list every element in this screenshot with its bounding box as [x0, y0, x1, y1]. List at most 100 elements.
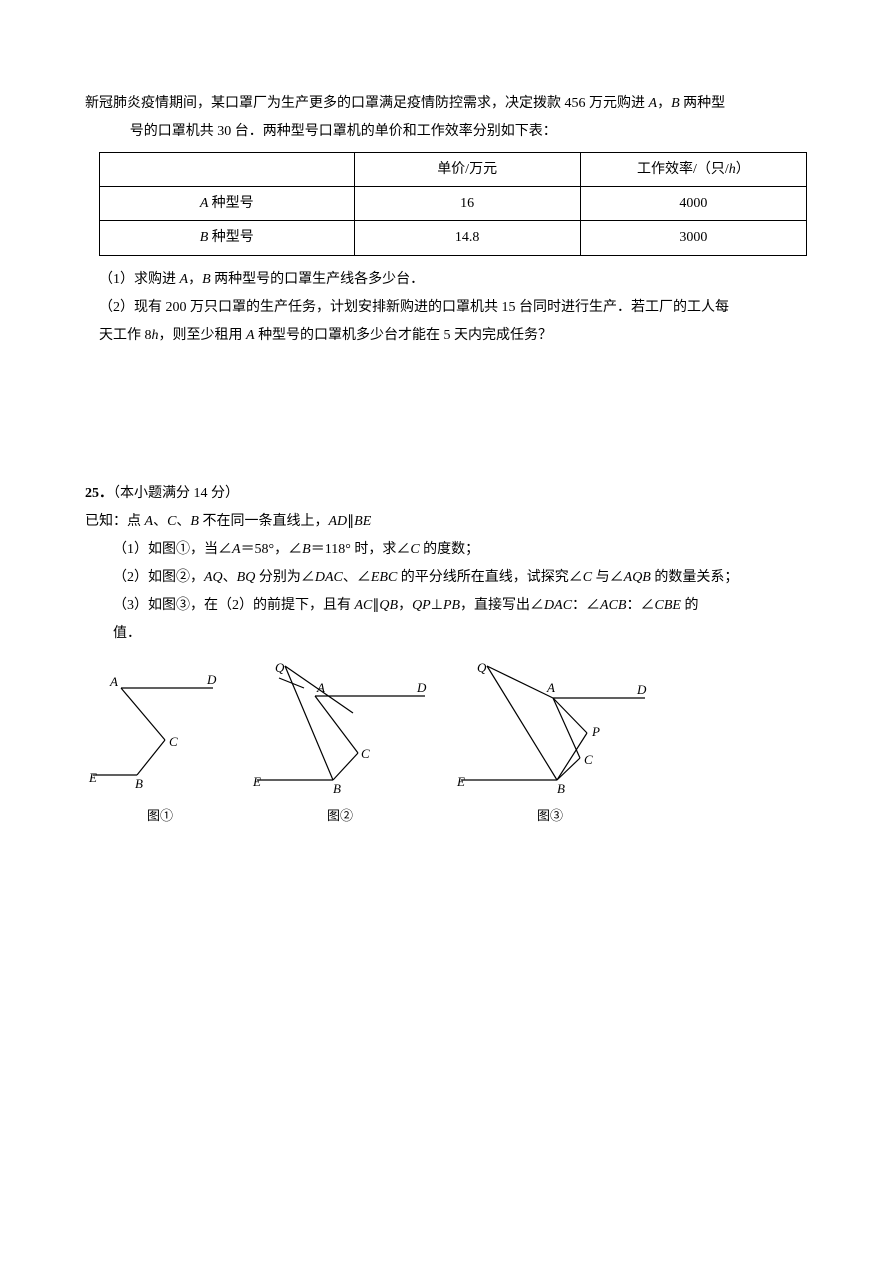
table-row: B 种型号 14.8 3000 [100, 221, 807, 255]
text: 值． [113, 626, 141, 641]
th-blank [100, 153, 355, 187]
q25-marks: （本小题满分 14 分） [113, 486, 239, 501]
var-A: A [180, 272, 189, 287]
var-AC: AC [355, 598, 373, 613]
svg-text:D: D [416, 680, 427, 695]
q24-part2a: （2）现有 200 万只口罩的生产任务，计划安排新购进的口罩机共 15 台同时进… [85, 294, 807, 322]
text: ＝118° 时，求∠ [311, 542, 411, 557]
q24-intro-line2: 号的口罩机共 30 台．两种型号口罩机的单价和工作效率分别如下表： [85, 118, 807, 146]
var-C: C [167, 514, 176, 529]
text: ：∠ [572, 598, 600, 613]
var-DAC: DAC [315, 570, 343, 585]
fig1-wrap: A D C B E 图① [85, 658, 235, 829]
q24-part1: （1）求购进 A，B 两种型号的口罩生产线各多少台． [85, 266, 807, 294]
text: ， [398, 598, 412, 613]
fig2-wrap: Q A D C B E 图② [245, 658, 435, 829]
var-QB: QB [379, 598, 398, 613]
q25-heading: 25．（本小题满分 14 分） [85, 480, 807, 508]
q24-block: 新冠肺炎疫情期间，某口罩厂为生产更多的口罩满足疫情防控需求，决定拨款 456 万… [85, 90, 807, 350]
text: ＝58°，∠ [241, 542, 303, 557]
svg-text:E: E [456, 774, 465, 789]
text: 的 [681, 598, 699, 613]
svg-text:Q: Q [477, 660, 487, 675]
cell-rowlabel: B 种型号 [100, 221, 355, 255]
fig3-wrap: Q A D P C B E 图③ [445, 658, 655, 829]
var-QP: QP [412, 598, 431, 613]
var-ACB: ACB [600, 598, 626, 613]
svg-text:P: P [591, 724, 600, 739]
text: （1）求购进 [99, 272, 180, 287]
var-A: A [145, 514, 154, 529]
q25-part2: （2）如图②，AQ、BQ 分别为∠DAC、∠EBC 的平分线所在直线，试探究∠C… [85, 564, 807, 592]
svg-text:A: A [316, 680, 325, 695]
cell-value: 3000 [580, 221, 806, 255]
th-eff: 工作效率/（只/h） [580, 153, 806, 187]
q25-part3a: （3）如图③，在（2）的前提下，且有 AC∥QB，QP⊥PB，直接写出∠DAC：… [85, 592, 807, 620]
q24-intro-line1: 新冠肺炎疫情期间，某口罩厂为生产更多的口罩满足疫情防控需求，决定拨款 456 万… [85, 90, 807, 118]
cell-value: 4000 [580, 187, 806, 221]
svg-text:B: B [557, 781, 565, 796]
svg-text:A: A [109, 674, 118, 689]
text: 已知：点 [85, 514, 145, 529]
q25-figures: A D C B E 图① [85, 658, 807, 829]
var-B: B [200, 230, 212, 245]
var-B: B [190, 514, 199, 529]
text: 、∠ [343, 570, 371, 585]
table-row: A 种型号 16 4000 [100, 187, 807, 221]
th-price: 单价/万元 [354, 153, 580, 187]
var-CBE: CBE [655, 598, 681, 613]
q24-part2b: 天工作 8h，则至少租用 A 种型号的口罩机多少台才能在 5 天内完成任务？ [85, 322, 807, 350]
var-DAC: DAC [544, 598, 572, 613]
fig1-svg: A D C B E [85, 658, 235, 803]
q25-part1: （1）如图①，当∠A＝58°，∠B＝118° 时，求∠C 的度数； [85, 536, 807, 564]
var-A: A [649, 96, 658, 111]
var-EBC: EBC [371, 570, 397, 585]
svg-text:B: B [333, 781, 341, 796]
cell-value: 16 [354, 187, 580, 221]
fig3-svg: Q A D P C B E [445, 658, 655, 803]
q25-part3b: 值． [85, 620, 807, 648]
fig2-label: 图② [245, 803, 435, 829]
text: ，直接写出∠ [460, 598, 544, 613]
var-AQB: AQB [624, 570, 651, 585]
text: 种型号 [212, 230, 254, 245]
text: 两种型 [680, 96, 726, 111]
var-B: B [671, 96, 680, 111]
text: ） [736, 162, 750, 177]
text: 两种型号的口罩生产线各多少台． [211, 272, 425, 287]
var-PB: PB [443, 598, 460, 613]
var-C: C [410, 542, 419, 557]
svg-text:Q: Q [275, 660, 285, 675]
var-AQ: AQ [204, 570, 223, 585]
var-h: h [729, 162, 736, 177]
table-header-row: 单价/万元 工作效率/（只/h） [100, 153, 807, 187]
text: 不在同一条直线上， [199, 514, 329, 529]
var-A: A [200, 196, 212, 211]
text: 种型号 [212, 196, 254, 211]
svg-text:C: C [361, 746, 370, 761]
var-A: A [246, 328, 255, 343]
text: 分别为∠ [255, 570, 315, 585]
var-h: h [152, 328, 159, 343]
text: ：∠ [627, 598, 655, 613]
q25-num: 25． [85, 486, 113, 501]
svg-text:E: E [88, 770, 97, 785]
text: （3）如图③，在（2）的前提下，且有 [113, 598, 355, 613]
text: 号的口罩机共 30 台．两种型号口罩机的单价和工作效率分别如下表： [130, 124, 557, 139]
text: ，则至少租用 [159, 328, 247, 343]
q25-block: 25．（本小题满分 14 分） 已知：点 A、C、B 不在同一条直线上，AD∥B… [85, 480, 807, 829]
text: 工作效率/（只/ [637, 162, 729, 177]
svg-text:D: D [206, 672, 217, 687]
text: （1）如图①，当∠ [113, 542, 232, 557]
var-AD: AD [328, 514, 347, 529]
q24-table: 单价/万元 工作效率/（只/h） A 种型号 16 4000 B 种型号 14.… [99, 152, 807, 256]
text: 与∠ [592, 570, 624, 585]
text: （2）如图②， [113, 570, 204, 585]
text: 新冠肺炎疫情期间，某口罩厂为生产更多的口罩满足疫情防控需求，决定拨款 456 万… [85, 96, 649, 111]
var-BQ: BQ [237, 570, 256, 585]
cell-value: 14.8 [354, 221, 580, 255]
svg-text:B: B [135, 776, 143, 791]
fig1-label: 图① [85, 803, 235, 829]
svg-text:E: E [252, 774, 261, 789]
fig3-label: 图③ [445, 803, 655, 829]
